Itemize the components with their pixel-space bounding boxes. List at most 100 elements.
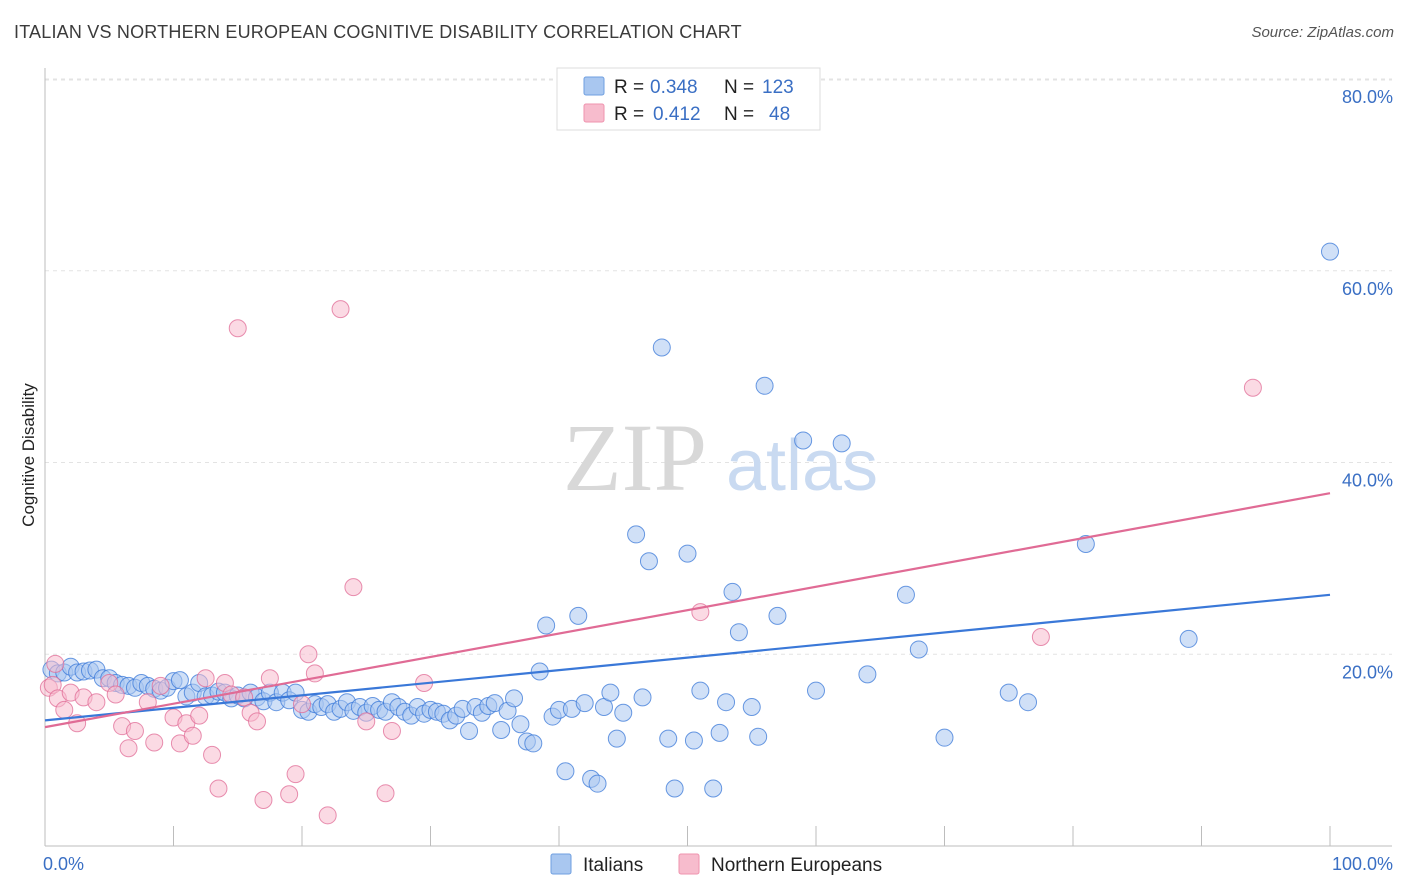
data-point [652, 338, 671, 357]
legend-n-label-northern-europeans: N = [724, 104, 754, 125]
legend-swatch-italians [583, 76, 605, 96]
data-point [492, 720, 511, 739]
data-point [678, 544, 697, 563]
data-point [145, 733, 164, 752]
data-point [376, 784, 395, 803]
data-point [723, 582, 742, 601]
data-point [999, 683, 1018, 702]
data-point [749, 727, 768, 746]
trend-line-italians [44, 593, 1331, 722]
data-points [39, 242, 1339, 825]
data-point [299, 645, 318, 664]
data-point [344, 578, 363, 597]
legend-swatch-northern-europeans [583, 103, 605, 123]
data-point [556, 762, 575, 781]
x-tick-label-max: 100.0% [1332, 854, 1393, 874]
data-point [684, 731, 703, 750]
data-point [511, 715, 530, 734]
data-point [209, 779, 228, 798]
x-tick-label-min: 0.0% [43, 854, 84, 874]
legend-r-label-italians: R = [614, 77, 644, 98]
data-point [1243, 378, 1262, 397]
data-point [935, 728, 954, 747]
grid-lines [45, 78, 1392, 655]
data-point [1031, 627, 1050, 646]
legend-r-value-northern-europeans: 0.412 [653, 104, 701, 125]
data-point [190, 706, 209, 725]
data-point [331, 300, 350, 319]
y-tick-label: 80.0% [1342, 87, 1393, 107]
data-point [183, 726, 202, 745]
top-legend: R = 0.348 N = 123 R = 0.412 N = 48 [556, 67, 821, 131]
data-point [505, 689, 524, 708]
data-point [293, 695, 311, 714]
data-point [524, 734, 543, 753]
chart-source: Source: ZipAtlas.com [1251, 24, 1394, 41]
data-point [569, 606, 588, 625]
data-point [639, 552, 658, 571]
data-point [357, 712, 376, 731]
data-point [87, 693, 106, 712]
data-point [170, 671, 189, 690]
data-point [119, 739, 138, 758]
data-point [588, 774, 607, 793]
bottom-legend-swatch-italians [550, 853, 572, 875]
y-tick-label: 40.0% [1342, 471, 1393, 491]
data-point [203, 745, 222, 764]
data-point [318, 806, 337, 825]
data-point [1321, 242, 1339, 261]
bottom-legend: Italians Northern Europeans [550, 853, 882, 876]
data-point [607, 729, 626, 748]
data-point [704, 779, 723, 798]
bottom-legend-label-italians: Italians [583, 855, 643, 876]
x-tick-labels: 0.0% 100.0% [43, 854, 1393, 874]
data-point [460, 721, 479, 740]
watermark-zip: ZIP [563, 404, 707, 511]
data-point [280, 785, 299, 804]
data-point [1019, 693, 1038, 712]
y-tick-label: 60.0% [1342, 279, 1393, 299]
data-point [832, 434, 851, 453]
data-point [575, 694, 594, 713]
data-point [729, 623, 748, 642]
legend-r-value-italians: 0.348 [650, 77, 698, 98]
bottom-legend-swatch-northern-europeans [678, 853, 700, 875]
data-point [248, 712, 267, 731]
legend-n-value-northern-europeans: 48 [769, 104, 790, 125]
data-point [755, 376, 774, 395]
data-point [659, 729, 678, 748]
series-northern-europeans [39, 300, 1262, 825]
data-point [665, 779, 684, 798]
data-point [106, 685, 125, 704]
y-tick-labels: 20.0% 40.0% 60.0% 80.0% [1342, 87, 1393, 682]
legend-n-value-italians: 123 [762, 77, 794, 98]
data-point [742, 697, 761, 716]
chart-title: ITALIAN VS NORTHERN EUROPEAN COGNITIVE D… [14, 22, 742, 42]
data-point [382, 721, 401, 740]
data-point [286, 765, 305, 784]
data-point [601, 683, 620, 702]
y-axis-title: Cognitive Disability [19, 383, 38, 527]
data-point [807, 681, 825, 700]
data-point [909, 640, 928, 659]
data-point [794, 431, 813, 450]
data-point [627, 525, 646, 544]
data-point [710, 723, 729, 742]
trend-line-northern-europeans [44, 492, 1331, 729]
data-point [633, 688, 652, 707]
data-point [768, 606, 787, 625]
data-point [125, 721, 144, 740]
legend-n-label-italians: N = [724, 77, 754, 98]
data-point [614, 703, 633, 722]
y-tick-label: 20.0% [1342, 662, 1393, 682]
trend-lines [44, 492, 1331, 729]
data-point [228, 319, 247, 338]
data-point [151, 676, 170, 695]
data-point [196, 669, 215, 688]
data-point [858, 665, 877, 684]
data-point [896, 585, 915, 604]
data-point [717, 693, 736, 712]
data-point [537, 616, 556, 635]
data-point [1179, 629, 1198, 648]
